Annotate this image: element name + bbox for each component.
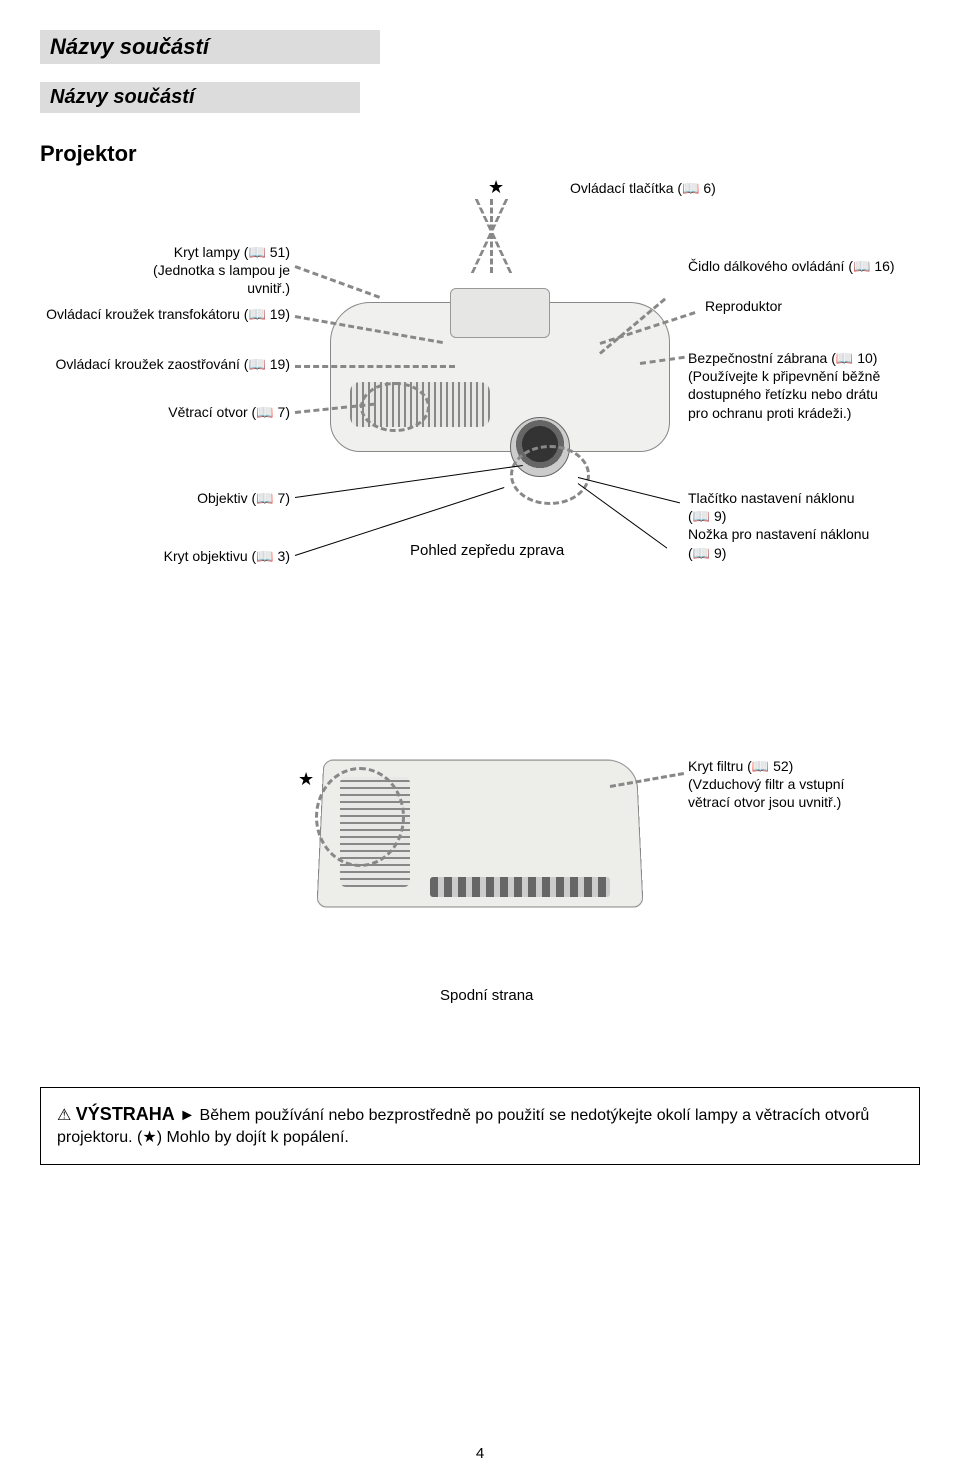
- book-icon: 📖: [693, 545, 710, 561]
- label-text: Čidlo dálkového ovládání (: [688, 258, 853, 274]
- label-text: Ovládací kroužek zaostřování (: [55, 356, 248, 372]
- label-page: 52): [769, 758, 793, 774]
- label-page: 19): [266, 356, 290, 372]
- book-icon: 📖: [836, 350, 853, 366]
- label-text: pro ochranu proti krádeži.): [688, 405, 851, 421]
- label-security-bar: Bezpečnostní zábrana (📖 10) (Používejte …: [688, 349, 908, 422]
- lead-line: [295, 365, 455, 368]
- warning-title: VÝSTRAHA: [76, 1104, 175, 1124]
- callout-circle: [315, 767, 405, 867]
- label-control-buttons: Ovládací tlačítka (📖 6): [570, 179, 716, 197]
- label-vent: Větrací otvor (📖 7): [30, 403, 290, 421]
- label-text: (Používejte k připevnění běžně: [688, 368, 880, 384]
- label-text: Kryt lampy (: [174, 244, 249, 260]
- book-icon: 📖: [256, 548, 273, 564]
- label-page: 16): [870, 258, 894, 274]
- caption-bottom: Spodní strana: [440, 987, 533, 1004]
- diagram-top-view: ★ Ovládací tlačítka (📖 6) Kryt lampy (📖 …: [40, 187, 920, 727]
- label-text: Ovládací tlačítka (: [570, 180, 682, 196]
- callout-circle: [510, 445, 590, 505]
- label-text: Ovládací kroužek transfokátoru (: [46, 306, 248, 322]
- caption-front-right: Pohled zepředu zprava: [410, 542, 564, 559]
- label-focus-ring: Ovládací kroužek zaostřování (📖 19): [30, 355, 290, 373]
- label-page: 9): [710, 508, 726, 524]
- page-subtitle: Názvy součástí: [40, 82, 360, 113]
- label-page: 6): [699, 180, 715, 196]
- book-icon: 📖: [248, 244, 265, 260]
- book-icon: 📖: [853, 258, 870, 274]
- book-icon: 📖: [256, 490, 273, 506]
- label-remote-sensor: Čidlo dálkového ovládání (📖 16): [688, 257, 895, 275]
- projector-top-illustration: [330, 282, 670, 462]
- label-text: dostupného řetízku nebo drátu: [688, 386, 878, 402]
- page-number: 4: [0, 1445, 960, 1462]
- warning-box: ⚠ VÝSTRAHA ► Během používání nebo bezpro…: [40, 1087, 920, 1165]
- label-text: Kryt objektivu (: [164, 548, 257, 564]
- section-heading: Projektor: [40, 141, 920, 167]
- book-icon: 📖: [682, 180, 699, 196]
- lead-line: [578, 477, 680, 503]
- label-text: Větrací otvor (: [168, 404, 256, 420]
- book-icon: 📖: [256, 404, 273, 420]
- callout-circle: [360, 382, 430, 432]
- label-text: Kryt filtru (: [688, 758, 752, 774]
- book-icon: 📖: [248, 306, 265, 322]
- label-text: Reproduktor: [705, 298, 782, 314]
- warning-body: ) Mohlo by dojít k popálení.: [157, 1129, 349, 1146]
- page-title: Názvy součástí: [40, 30, 380, 64]
- label-lens-cover: Kryt objektivu (📖 3): [30, 547, 290, 565]
- label-page: 19): [266, 306, 290, 322]
- label-text: Bezpečnostní zábrana (: [688, 350, 836, 366]
- label-speaker: Reproduktor: [705, 297, 782, 315]
- label-page: 3): [274, 548, 290, 564]
- label-transfok-ring: Ovládací kroužek transfokátoru (📖 19): [30, 305, 290, 323]
- star-marker-top: ★: [488, 177, 504, 198]
- lead-line: [578, 483, 668, 548]
- label-page: 7): [274, 404, 290, 420]
- label-text: Tlačítko nastavení náklonu: [688, 490, 855, 506]
- label-page: 9): [710, 545, 726, 561]
- label-text: (Jednotka s lampou je: [153, 262, 290, 278]
- label-text: (Vzduchový filtr a vstupní: [688, 776, 844, 792]
- label-page: 51): [266, 244, 290, 260]
- book-icon: 📖: [248, 356, 265, 372]
- label-text: Nožka pro nastavení náklonu: [688, 526, 869, 542]
- book-icon: 📖: [752, 758, 769, 774]
- label-page: 7): [274, 490, 290, 506]
- label-filter-cover: Kryt filtru (📖 52) (Vzduchový filtr a vs…: [688, 757, 908, 812]
- label-text: Objektiv (: [197, 490, 256, 506]
- play-icon: ►: [179, 1107, 195, 1124]
- label-tilt-button: Tlačítko nastavení náklonu (📖 9) Nožka p…: [688, 489, 918, 562]
- label-page: 10): [853, 350, 877, 366]
- warning-icon: ⚠: [57, 1107, 71, 1124]
- book-icon: 📖: [693, 508, 710, 524]
- label-lens: Objektiv (📖 7): [30, 489, 290, 507]
- label-lamp-cover: Kryt lampy (📖 51) (Jednotka s lampou je …: [30, 243, 290, 298]
- label-text: větrací otvor jsou uvnitř.): [688, 794, 841, 810]
- label-text: uvnitř.): [247, 280, 290, 296]
- diagram-bottom-view: ★ Kryt filtru (📖 52) (Vzduchový filtr a …: [40, 737, 920, 1057]
- star-marker-bottom: ★: [298, 769, 314, 790]
- star-inline-icon: ★: [142, 1129, 156, 1146]
